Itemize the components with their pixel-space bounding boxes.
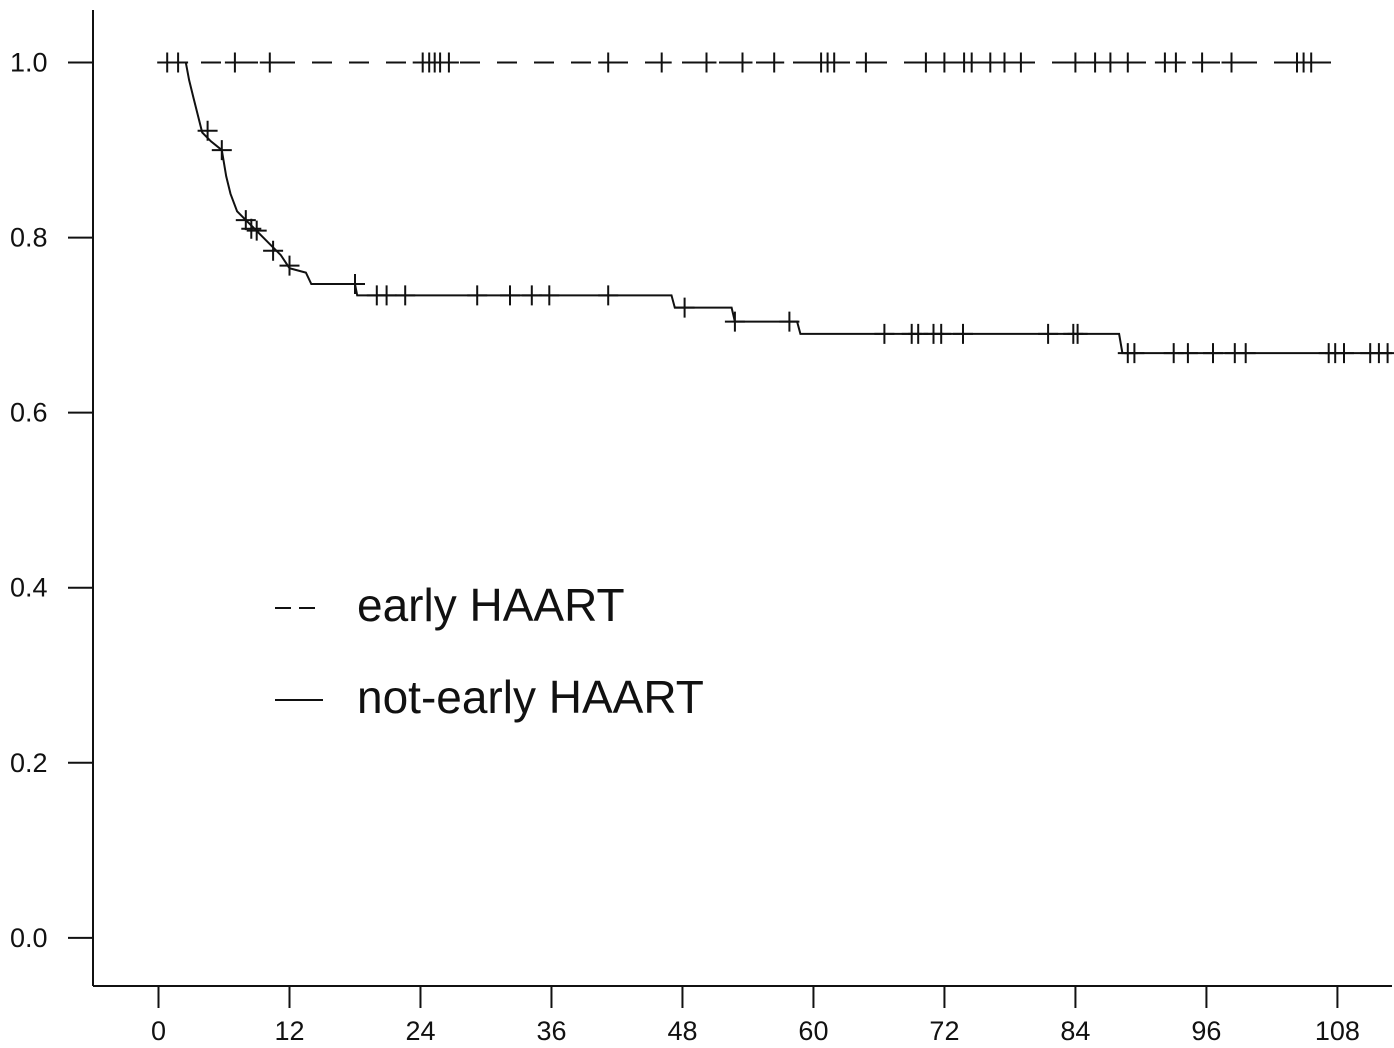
y-tick-label: 0.0 [10,923,48,953]
censor-mark-early-haart [652,53,672,73]
censor-mark-not-early-haart [212,140,232,160]
x-tick-label: 36 [536,1016,566,1046]
series-line-not-early-haart [175,63,1392,354]
censor-mark-early-haart [856,53,876,73]
censor-mark-not-early-haart [467,285,487,305]
y-tick-label: 0.2 [10,748,48,778]
censor-mark-not-early-haart [1334,343,1354,363]
censor-mark-not-early-haart [500,285,520,305]
censor-mark-not-early-haart [675,298,695,318]
censor-mark-early-haart [1166,53,1186,73]
censor-mark-not-early-haart [598,285,618,305]
censor-mark-not-early-haart [874,324,894,344]
censor-mark-not-early-haart [241,219,261,239]
censor-mark-early-haart [260,53,280,73]
censor-mark-early-haart [1065,53,1085,73]
censor-mark-early-haart [1011,53,1031,73]
censor-mark-early-haart [764,53,784,73]
censor-mark-not-early-haart [522,285,542,305]
censor-mark-early-haart [598,53,618,73]
x-tick-label: 60 [798,1016,828,1046]
x-tick-label: 24 [405,1016,435,1046]
censor-mark-early-haart [1118,53,1138,73]
y-axis-ticks: 0.0 0.2 0.4 0.6 0.8 1.0 [10,48,93,953]
censor-mark-not-early-haart [1068,324,1088,344]
censor-mark-not-early-haart [953,324,973,344]
x-axis-ticks: 0 12 24 36 48 60 72 84 96 108 [151,986,1360,1046]
x-tick-label: 72 [929,1016,959,1046]
censor-mark-early-haart [225,53,245,73]
series-not-early-haart [175,63,1394,364]
series-early-haart [157,53,1332,73]
series-layer [157,53,1394,364]
censor-mark-early-haart [1222,53,1242,73]
censor-mark-not-early-haart [1203,343,1223,363]
censor-mark-early-haart [733,53,753,73]
censor-mark-not-early-haart [725,312,745,332]
x-tick-label: 108 [1315,1016,1360,1046]
y-tick-label: 1.0 [10,48,48,78]
legend: early HAART not-early HAART [275,579,704,723]
censor-mark-early-haart [934,53,954,73]
censor-mark-early-haart [1100,53,1120,73]
censor-mark-not-early-haart [345,274,365,294]
x-tick-label: 96 [1191,1016,1221,1046]
censor-mark-not-early-haart [1378,343,1394,363]
legend-item-not-early-haart: not-early HAART [275,671,704,723]
y-tick-label: 0.4 [10,573,48,603]
x-tick-label: 12 [274,1016,304,1046]
censor-mark-not-early-haart [1178,343,1198,363]
x-tick-label: 48 [667,1016,697,1046]
censor-mark-early-haart [1192,53,1212,73]
legend-label-not-early-haart: not-early HAART [357,671,704,723]
censor-mark-not-early-haart [263,241,283,261]
censor-mark-not-early-haart [395,285,415,305]
censor-mark-not-early-haart [539,285,559,305]
x-tick-label: 84 [1060,1016,1090,1046]
censor-mark-early-haart [916,53,936,73]
censor-mark-not-early-haart [779,312,799,332]
y-tick-label: 0.6 [10,398,48,428]
y-tick-label: 0.8 [10,223,48,253]
legend-item-early-haart: early HAART [275,579,625,631]
axes [93,10,1392,986]
censor-mark-not-early-haart [1038,324,1058,344]
censor-mark-not-early-haart [377,285,397,305]
censor-mark-not-early-haart [1236,343,1256,363]
censor-mark-early-haart [697,53,717,73]
censor-mark-early-haart [439,53,459,73]
x-tick-label: 0 [151,1016,166,1046]
legend-label-early-haart: early HAART [357,579,625,631]
